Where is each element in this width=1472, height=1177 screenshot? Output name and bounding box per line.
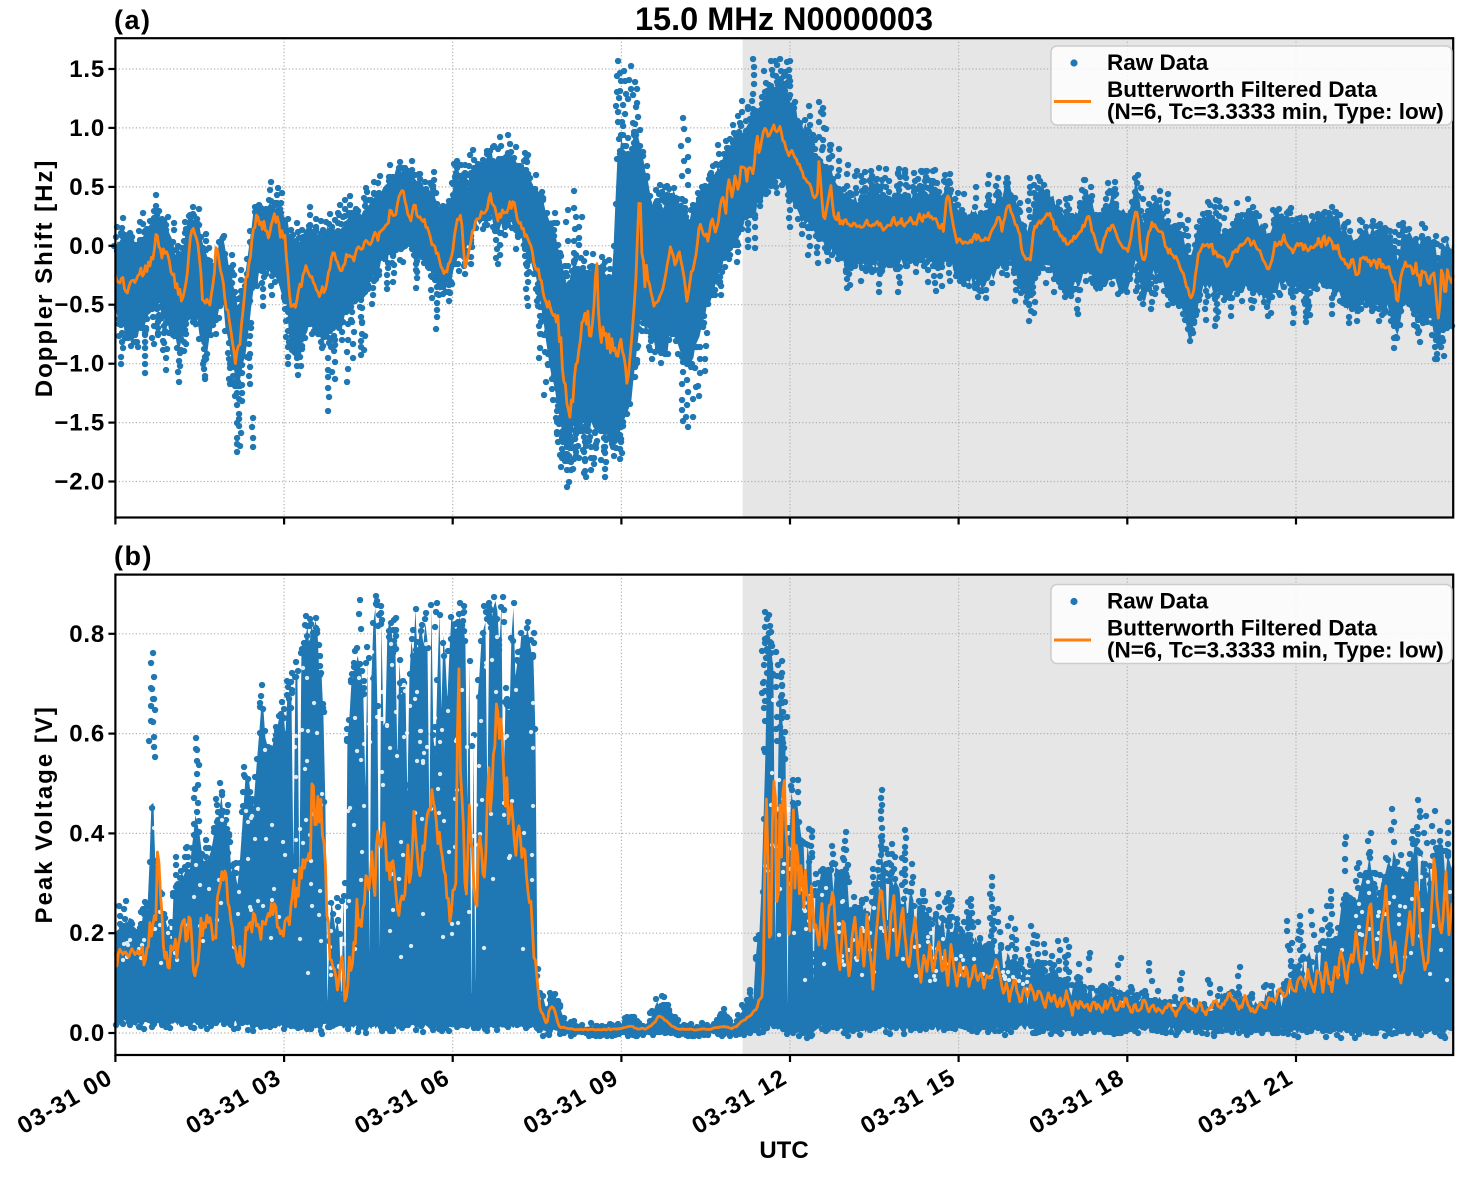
svg-text:Peak Voltage [V]: Peak Voltage [V]: [31, 705, 58, 923]
svg-text:0.5: 0.5: [69, 174, 105, 201]
svg-text:Butterworth Filtered Data: Butterworth Filtered Data: [1107, 616, 1378, 641]
svg-text:0.2: 0.2: [69, 920, 105, 947]
svg-text:1.0: 1.0: [69, 115, 105, 142]
svg-text:0.0: 0.0: [69, 233, 105, 260]
svg-text:Butterworth Filtered Data: Butterworth Filtered Data: [1107, 77, 1378, 102]
svg-text:−1.0: −1.0: [54, 351, 105, 378]
svg-text:Raw Data: Raw Data: [1107, 589, 1209, 614]
svg-text:Doppler Shift [Hz]: Doppler Shift [Hz]: [31, 159, 58, 398]
svg-text:UTC: UTC: [759, 1137, 808, 1164]
svg-text:(N=6, Tc=3.3333 min, Type: low: (N=6, Tc=3.3333 min, Type: low): [1107, 638, 1444, 663]
svg-text:−1.5: −1.5: [54, 410, 105, 437]
svg-text:0.4: 0.4: [69, 820, 105, 847]
svg-text:(N=6, Tc=3.3333 min, Type: low: (N=6, Tc=3.3333 min, Type: low): [1107, 99, 1444, 124]
svg-text:(a): (a): [114, 5, 152, 35]
svg-text:−0.5: −0.5: [54, 292, 105, 319]
svg-text:Raw Data: Raw Data: [1107, 50, 1209, 75]
svg-text:0.0: 0.0: [69, 1020, 105, 1047]
svg-text:−2.0: −2.0: [54, 469, 105, 496]
svg-text:1.5: 1.5: [69, 56, 105, 83]
svg-text:0.8: 0.8: [69, 621, 105, 648]
svg-text:0.6: 0.6: [69, 721, 105, 748]
svg-text:15.0 MHz N0000003: 15.0 MHz N0000003: [635, 1, 933, 37]
svg-text:(b): (b): [114, 541, 153, 571]
